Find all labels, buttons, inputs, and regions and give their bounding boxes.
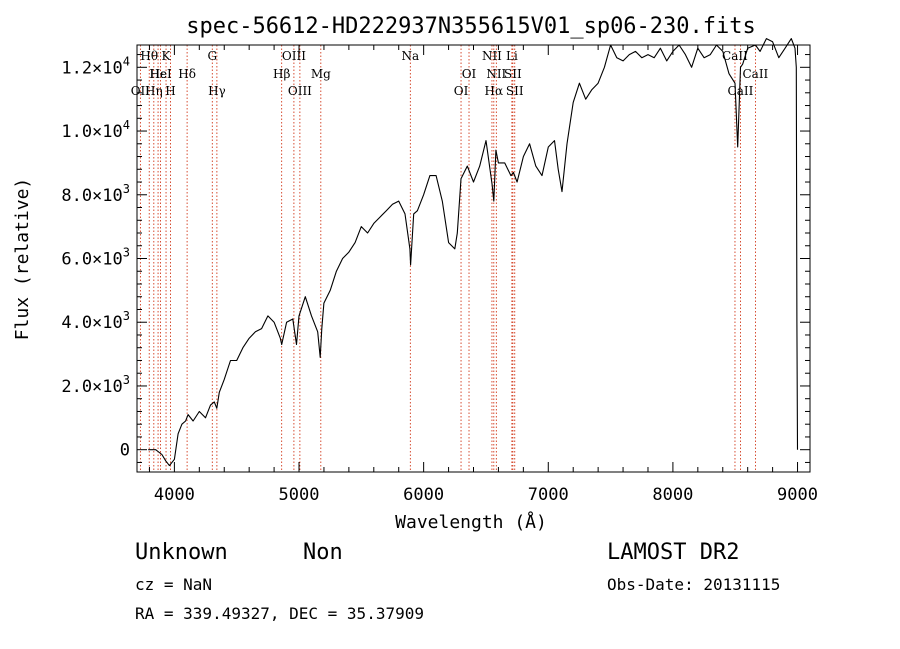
y-tick-mantissa: 2.0×10 [61,377,122,397]
y-tick-label: 6.0×103 [61,246,130,270]
x-tick-label: 5000 [279,485,320,505]
y-tick-exponent: 3 [123,246,130,260]
redshift-cz: cz = NaN [135,575,212,594]
ra-dec-coords: RA = 339.49327, DEC = 35.37909 [135,604,424,623]
y-tick-mantissa: 1.0×10 [61,122,122,142]
spectral-line-label: Hβ [273,67,290,81]
y-tick-mantissa: 6.0×10 [61,250,122,270]
spectral-line-label: OIII [282,49,306,63]
spectral-line-label: CaII [722,49,748,63]
spectral-line-label: OII [131,84,151,98]
x-tick-label: 4000 [154,485,195,505]
spectral-line-label: Hε [150,67,167,81]
observation-date: Obs-Date: 20131115 [607,575,780,594]
x-tick-label: 8000 [652,485,693,505]
y-tick-mantissa: 4.0×10 [61,313,122,333]
spectral-line-label: SII [506,84,524,98]
spectral-line-label: SII [504,67,522,81]
y-tick-exponent: 4 [123,118,130,132]
y-tick-exponent: 3 [123,309,130,323]
y-tick-exponent: 3 [123,373,130,387]
object-name: Unknown [135,540,228,565]
spectral-line-label: OIII [288,84,312,98]
spectral-line-label: Mg [311,67,331,81]
chart-title: spec-56612-HD222937N355615V01_sp06-230.f… [186,14,756,39]
spectral-line-label: Na [401,49,419,63]
spectral-line-label: Hθ [140,49,158,63]
object-type: Non [303,540,343,565]
plot-frame [136,44,811,473]
y-tick-mantissa: 1.2×10 [61,58,122,78]
x-axis-label: Wavelength (Å) [395,511,547,533]
spectral-line-label: NII [482,49,502,63]
y-tick-label: 1.2×104 [61,54,130,78]
spectral-line-label: CaII [728,84,754,98]
y-tick-mantissa: 8.0×10 [61,186,122,206]
survey-name: LAMOST DR2 [607,540,739,565]
spectral-line-label: G [207,49,217,63]
spectral-line-label: Hη [145,84,163,98]
y-tick-label: 4.0×103 [61,309,130,333]
x-axis-ticks: 4000 5000 6000 7000 8000 9000 [148,45,818,505]
spectral-line-label: NII [486,67,506,81]
y-axis-ticks: 02.0×1034.0×1036.0×1038.0×1031.0×1041.2×… [61,54,810,463]
spectral-line-label: Hα [485,84,504,98]
spectral-line-label: Hγ [208,84,226,98]
spectral-line-markers [139,45,756,472]
y-tick-label: 1.0×104 [61,118,130,142]
spectral-line-label: H [165,84,175,98]
y-tick-label: 2.0×103 [61,373,130,397]
spectral-line-label: Li [506,49,518,63]
spectral-line-label: CaII [742,67,768,81]
y-tick-exponent: 3 [123,182,130,196]
y-tick-label: 0 [120,441,130,461]
y-axis-label: Flux (relative) [12,178,33,341]
spectral-line-label: K [162,49,172,63]
spectral-line-label: OI [454,84,469,98]
x-tick-label: 6000 [403,485,444,505]
y-tick-label: 8.0×103 [61,182,130,206]
x-tick-label: 9000 [777,485,818,505]
y-tick-exponent: 4 [123,54,130,68]
spectrum-series [148,38,799,467]
spectral-line-label: HeI [149,67,172,81]
spectral-line-label: Hδ [178,67,196,81]
x-tick-label: 7000 [528,485,569,505]
spectral-line-label: OI [462,67,477,81]
